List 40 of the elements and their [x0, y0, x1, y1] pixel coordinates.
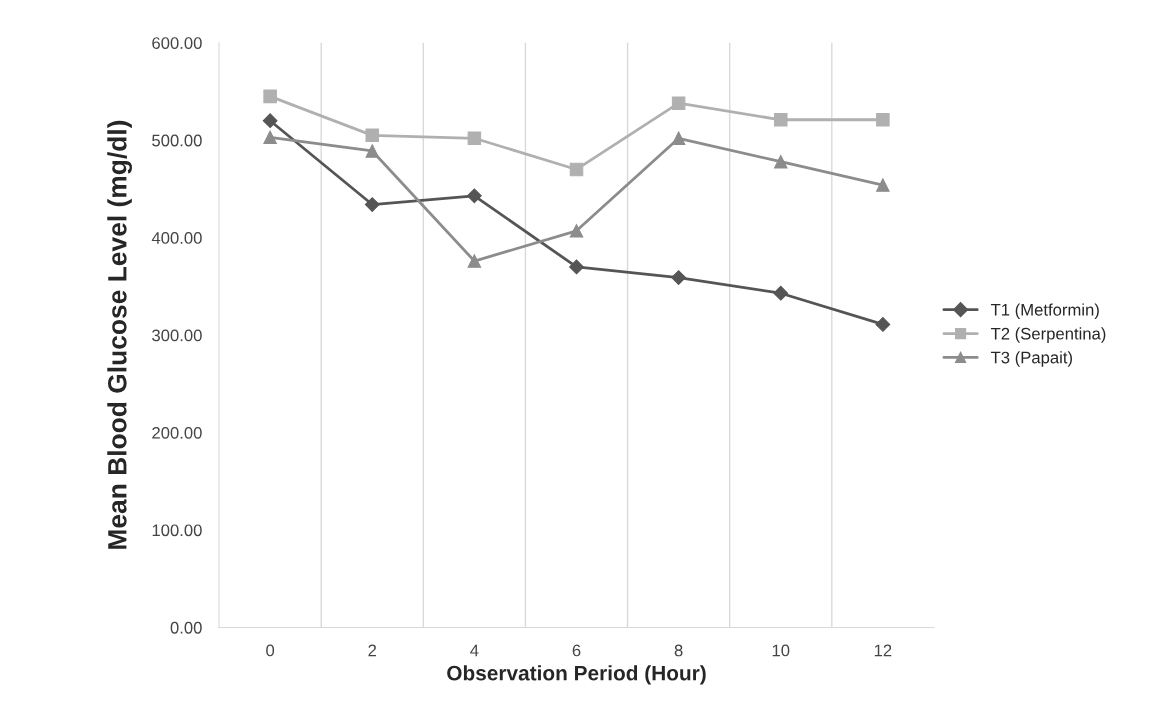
- point: [876, 178, 890, 192]
- point: [569, 224, 584, 238]
- point: [364, 197, 380, 212]
- point: [671, 131, 686, 146]
- legend-label: T1 (Metformin): [990, 303, 1099, 319]
- point: [773, 154, 788, 169]
- point: [467, 131, 482, 146]
- y-tick-label: 400.00: [151, 232, 202, 244]
- x-tick-label: 2: [368, 644, 377, 657]
- y-tick-label: 600.00: [152, 37, 202, 49]
- legend-label: T2 (Serpentina): [990, 327, 1106, 343]
- point: [671, 270, 687, 286]
- point: [875, 317, 891, 332]
- point: [569, 162, 584, 177]
- x-tick-label: 4: [470, 644, 479, 657]
- x-tick-label: 6: [572, 644, 581, 657]
- y-tick-label: 100.00: [152, 524, 202, 537]
- point: [365, 128, 380, 143]
- point: [569, 259, 584, 275]
- x-tick-label: 8: [674, 644, 683, 657]
- x-tick-label: 12: [874, 644, 892, 657]
- y-tick-label: 0.00: [170, 621, 202, 634]
- y-tick-label: 200.00: [152, 426, 202, 439]
- y-tick-label: 300.00: [152, 329, 202, 342]
- point: [365, 144, 380, 158]
- point: [263, 130, 277, 145]
- legend-label: T3 (Papait): [990, 351, 1072, 367]
- y-axis-title: Mean Blood Glucose Level (mg/dl): [107, 120, 132, 549]
- y-tick-label: 500.00: [152, 134, 202, 147]
- point: [876, 112, 890, 127]
- x-tick-label: 10: [772, 644, 790, 657]
- point: [773, 112, 788, 127]
- point: [467, 254, 482, 268]
- point: [466, 188, 482, 204]
- point: [263, 89, 277, 104]
- x-axis-title: Observation Period (Hour): [447, 665, 706, 685]
- point: [262, 113, 278, 129]
- x-tick-label: 0: [266, 644, 275, 657]
- point: [671, 96, 686, 110]
- point: [773, 285, 789, 301]
